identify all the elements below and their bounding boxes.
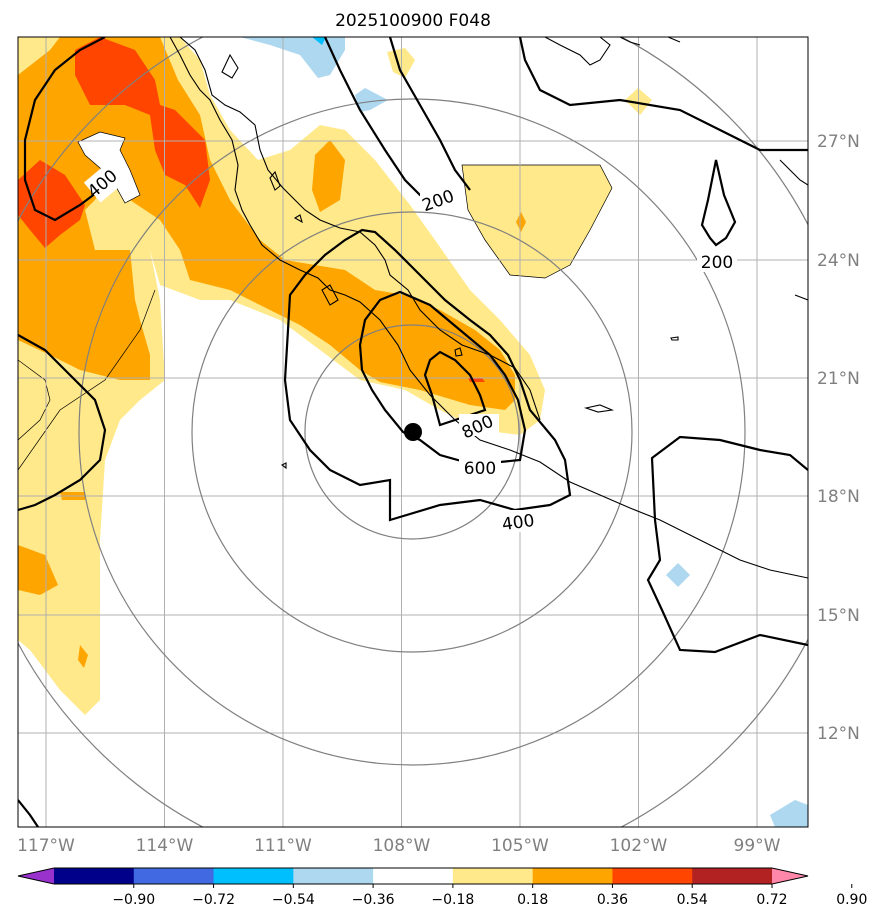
colorbar-segment <box>293 868 374 884</box>
colorbar-segment <box>532 868 613 884</box>
colorbar-segment <box>452 868 534 884</box>
longitude-labels: 117°W 114°W 111°W 108°W 105°W 102°W 99°W <box>17 836 781 856</box>
shading-red <box>18 37 485 382</box>
lat-tick-label: 24°N <box>817 251 860 271</box>
colorbar-tick-label: 0.54 <box>677 892 708 908</box>
lat-tick-label: 21°N <box>817 369 860 389</box>
lat-tick-label: 12°N <box>817 724 860 744</box>
colorbar-tick-label: −0.90 <box>112 892 155 908</box>
lon-tick-label: 102°W <box>610 836 668 856</box>
contour-label: 200 <box>701 253 733 273</box>
colorbar-segment <box>133 868 215 884</box>
graticule <box>18 37 808 827</box>
colorbar-segment <box>213 868 294 884</box>
colorbar-tick-label: −0.18 <box>431 892 474 908</box>
lon-tick-label: 114°W <box>136 836 194 856</box>
lon-tick-label: 117°W <box>17 836 75 856</box>
colorbar-tick-label: −0.36 <box>352 892 395 908</box>
coastlines <box>169 37 808 579</box>
shading-orange <box>18 37 526 668</box>
colorbar-segment <box>54 868 135 884</box>
colorbar-extend-high <box>772 868 808 884</box>
contour-label-masks <box>83 159 737 532</box>
colorbar-tick-label: 0.90 <box>836 892 867 908</box>
map-frame <box>17 36 809 828</box>
latitude-labels: 27°N 24°N 21°N 18°N 15°N 12°N <box>817 132 860 744</box>
lat-tick-label: 27°N <box>817 132 860 152</box>
lat-tick-label: 18°N <box>817 487 860 507</box>
lat-tick-label: 15°N <box>817 606 860 626</box>
lon-tick-label: 99°W <box>734 836 781 856</box>
colorbar-segment <box>692 868 773 884</box>
colorbar-tick-label: −0.72 <box>192 892 235 908</box>
colorbar-tick-label: 0.36 <box>597 892 628 908</box>
map-area: 200 200 400 400 600 800 <box>18 37 808 827</box>
storm-center-marker <box>404 423 422 441</box>
colorbar-tick-label: 0.72 <box>756 892 787 908</box>
colorbar-outline <box>17 867 809 885</box>
contour-label: 400 <box>501 511 536 535</box>
colorbar-extend-low <box>18 868 54 884</box>
range-rings <box>18 37 808 827</box>
lon-tick-label: 105°W <box>491 836 549 856</box>
contour-label: 600 <box>464 459 496 479</box>
colorbar-segment <box>373 868 454 884</box>
map-title: 2025100900 F048 <box>335 11 491 31</box>
lon-tick-label: 108°W <box>373 836 431 856</box>
colorbar-tick-label: −0.54 <box>272 892 315 908</box>
colorbar: −0.90 −0.72 −0.54 −0.36 −0.18 0.18 0.36 0.54 0.7… <box>17 867 867 908</box>
shading-blue <box>240 37 808 827</box>
colorbar-tick-label: 0.18 <box>517 892 548 908</box>
colorbar-segment <box>612 868 693 884</box>
lon-tick-label: 111°W <box>254 836 312 856</box>
